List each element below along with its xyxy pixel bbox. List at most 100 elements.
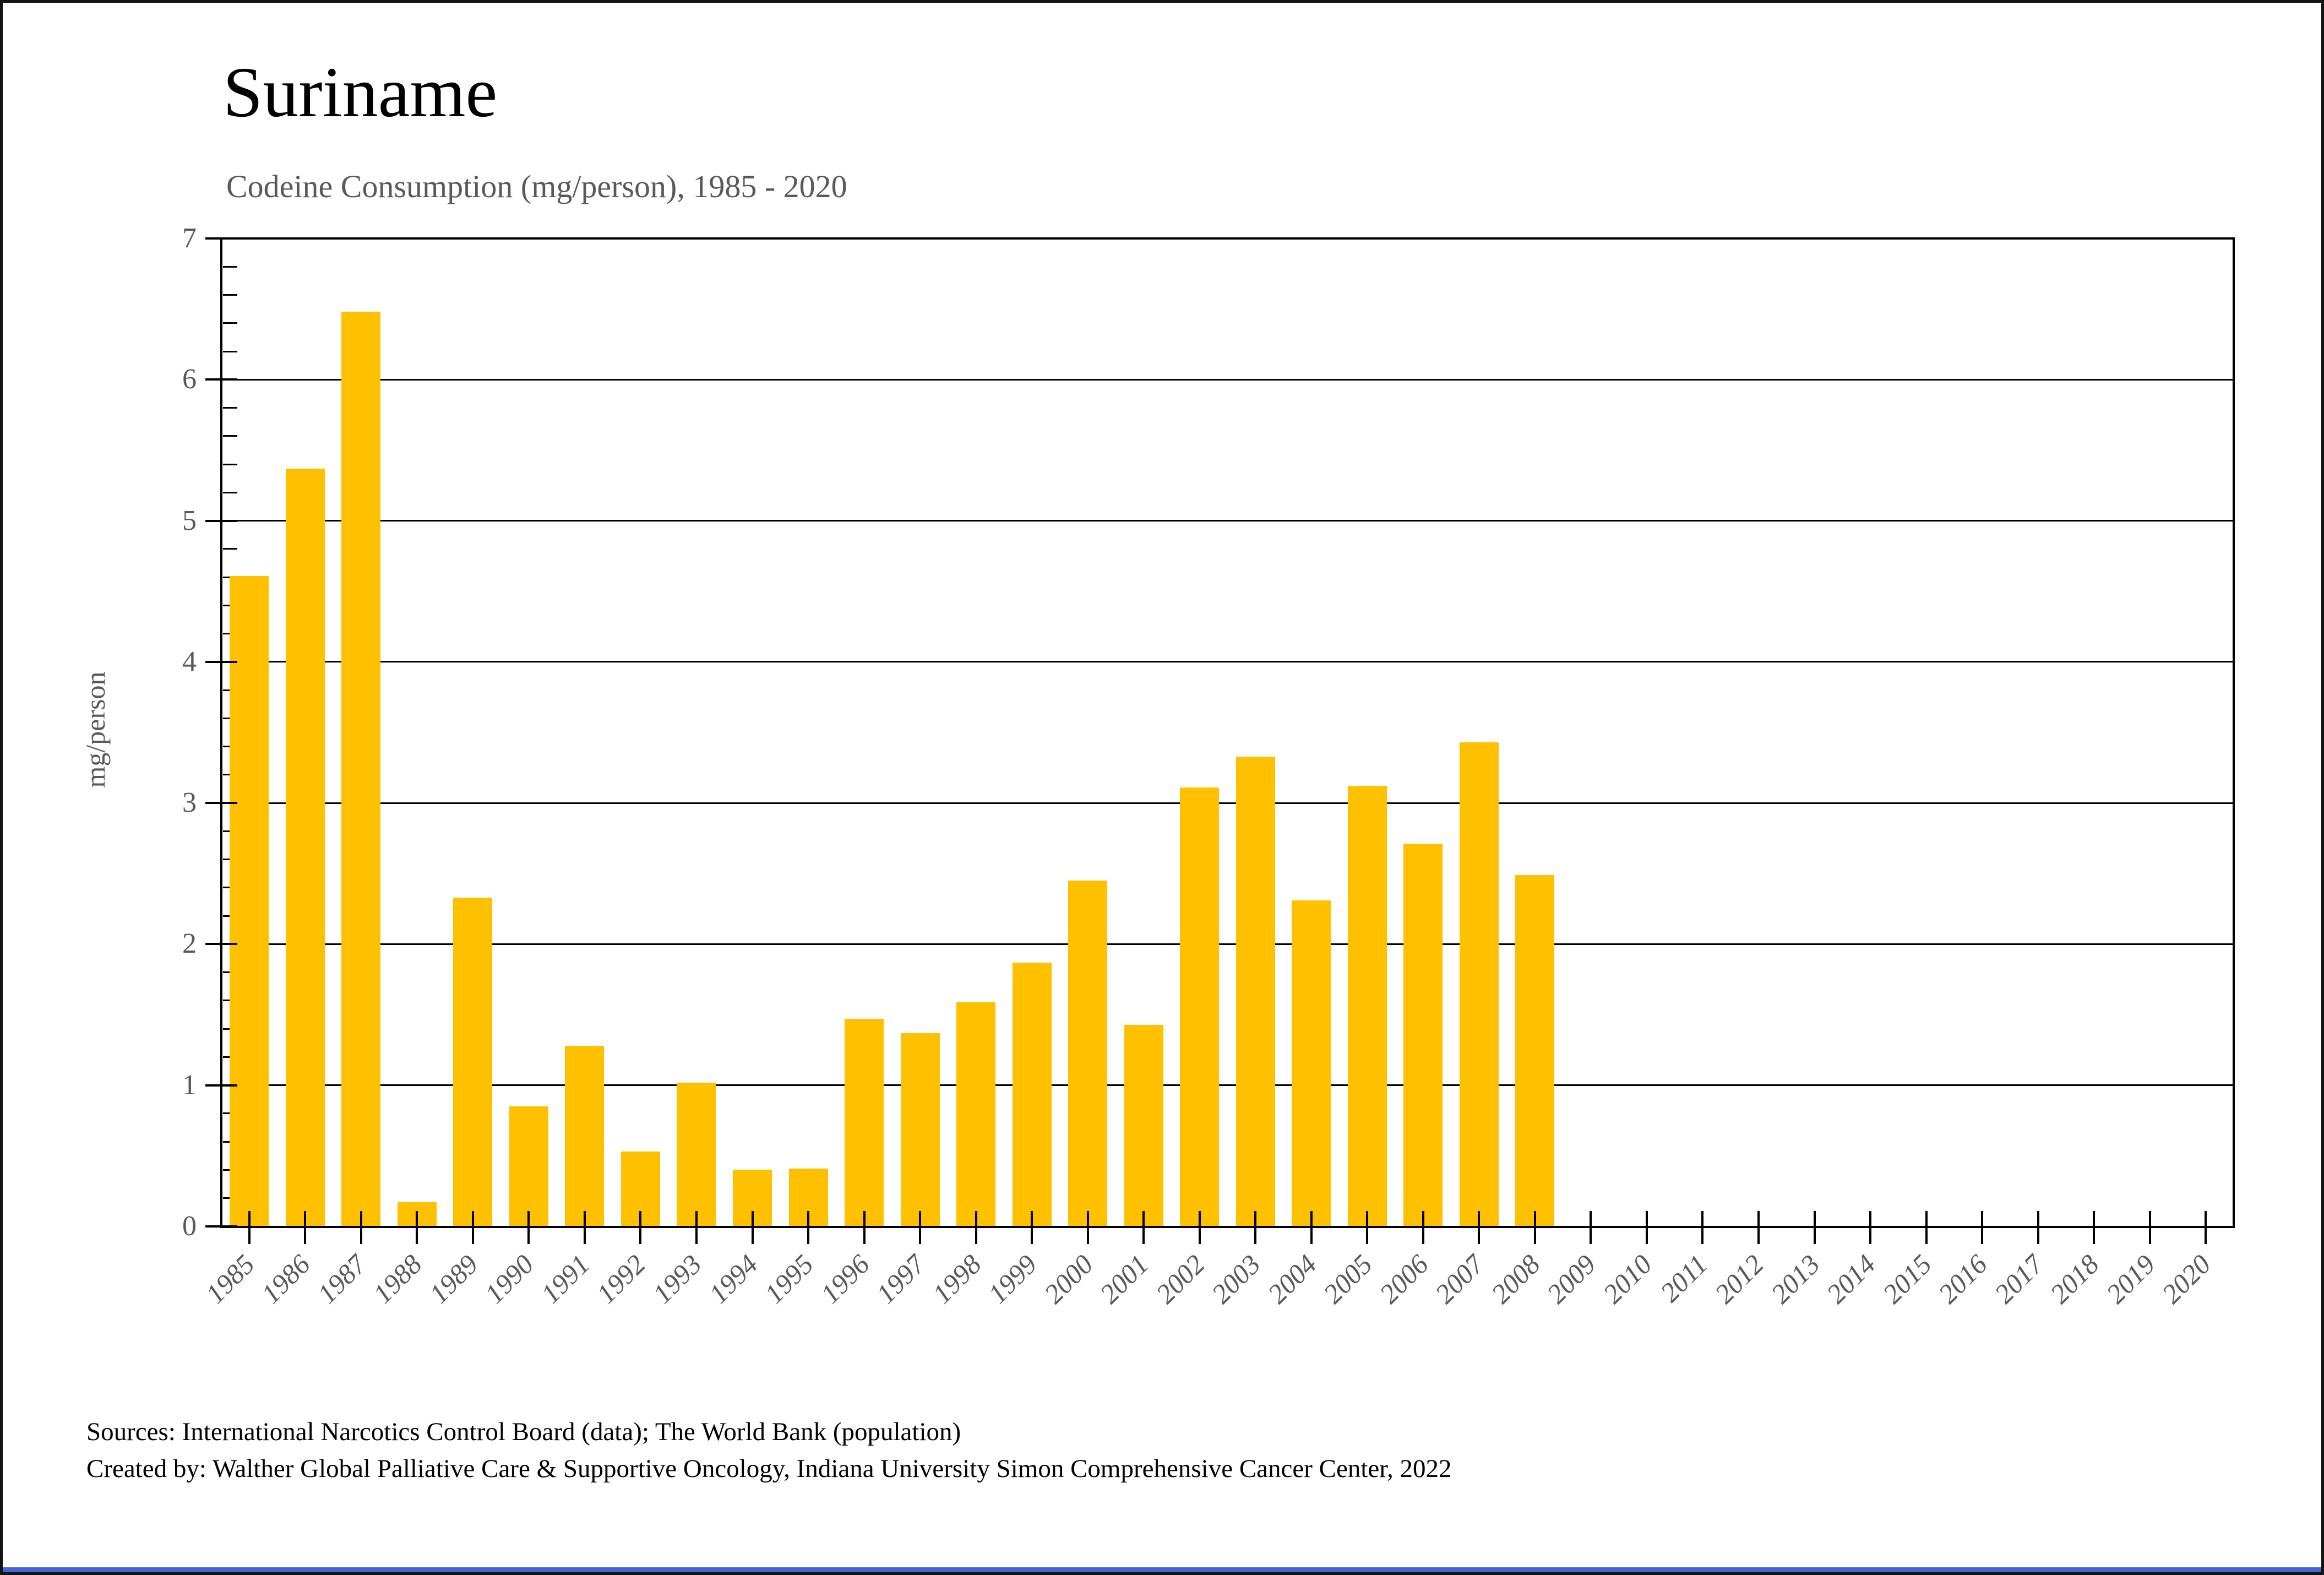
bar-2005	[1347, 786, 1387, 1226]
x-axis-tick-label: 1993	[646, 1248, 707, 1310]
x-axis-tick	[583, 1211, 586, 1244]
gridline	[221, 520, 2234, 522]
x-axis-tick	[807, 1211, 810, 1244]
x-axis-tick	[695, 1211, 698, 1244]
bar-1991	[565, 1045, 605, 1226]
x-axis-tick-label: 1998	[926, 1248, 987, 1310]
bar-1989	[453, 897, 493, 1226]
x-axis-tick-label: 2018	[2044, 1248, 2105, 1310]
y-axis-major-tick	[205, 943, 237, 946]
x-axis-tick-label: 2015	[1876, 1248, 1937, 1310]
x-axis-tick	[1701, 1211, 1704, 1244]
bar-2002	[1180, 787, 1220, 1226]
bar-2008	[1515, 875, 1555, 1226]
x-axis-tick	[1254, 1211, 1257, 1244]
x-axis-tick-label: 2012	[1708, 1248, 1770, 1310]
x-axis-tick	[863, 1211, 866, 1244]
x-axis-tick	[1310, 1211, 1313, 1244]
x-axis-tick	[1533, 1211, 1536, 1244]
bar-2007	[1459, 742, 1499, 1226]
x-axis-tick-label: 1986	[255, 1248, 317, 1310]
y-axis-tick-label: 4	[182, 645, 197, 677]
x-axis-tick-label: 2005	[1317, 1248, 1379, 1310]
x-axis-tick	[1590, 1211, 1592, 1244]
gridline	[221, 661, 2234, 663]
y-axis-major-tick	[205, 378, 237, 381]
source-line: Sources: International Narcotics Control…	[86, 1418, 961, 1446]
y-axis-title: mg/person	[80, 671, 111, 788]
x-axis-tick	[639, 1211, 642, 1244]
x-axis-tick-label: 1992	[590, 1248, 652, 1310]
y-axis-tick-label: 7	[182, 222, 197, 254]
x-axis-tick-label: 2006	[1373, 1248, 1434, 1310]
y-axis-major-tick	[205, 237, 237, 240]
x-axis-tick	[304, 1211, 307, 1244]
y-axis-minor-tick	[223, 548, 237, 550]
y-axis-minor-tick	[223, 350, 237, 352]
plot-area-border	[220, 237, 2235, 1228]
bar-2004	[1292, 900, 1331, 1226]
bar-1990	[509, 1106, 548, 1226]
x-axis-tick	[471, 1211, 474, 1244]
x-axis-tick	[1031, 1211, 1033, 1244]
x-axis-tick	[1813, 1211, 1816, 1244]
y-axis-tick-label: 0	[182, 1210, 197, 1242]
x-axis-tick	[1198, 1211, 1201, 1244]
y-axis-minor-tick	[223, 435, 237, 437]
gridline	[221, 943, 2234, 945]
x-axis-tick	[1086, 1211, 1089, 1244]
x-axis-tick	[1422, 1211, 1424, 1244]
bar-2001	[1124, 1024, 1163, 1226]
bar-1999	[1012, 962, 1052, 1226]
x-axis-tick-label: 2002	[1150, 1248, 1211, 1310]
x-axis-tick-label: 2007	[1429, 1248, 1490, 1310]
x-axis-tick	[1757, 1211, 1760, 1244]
x-axis-tick-label: 2019	[2100, 1248, 2161, 1310]
bar-1985	[230, 575, 269, 1226]
x-axis-tick-label: 1988	[367, 1248, 428, 1310]
x-axis-tick	[751, 1211, 754, 1244]
x-axis-tick-label: 1991	[535, 1248, 596, 1310]
x-axis-tick	[416, 1211, 418, 1244]
y-axis-minor-tick	[223, 491, 237, 493]
x-axis-tick-label: 2011	[1654, 1248, 1714, 1308]
bar-1997	[900, 1033, 940, 1226]
x-axis-tick-label: 1999	[982, 1248, 1043, 1310]
x-axis-tick-label: 1990	[478, 1248, 540, 1310]
bar-1986	[285, 468, 325, 1226]
y-axis-tick-label: 1	[182, 1069, 197, 1101]
y-axis-major-tick	[205, 802, 237, 805]
x-axis-tick	[1142, 1211, 1145, 1244]
x-axis-tick	[975, 1211, 977, 1244]
y-axis-minor-tick	[223, 407, 237, 409]
y-axis-minor-tick	[223, 463, 237, 465]
y-axis-tick-label: 5	[182, 504, 197, 536]
y-axis-major-tick	[205, 660, 237, 663]
x-axis-tick	[1869, 1211, 1872, 1244]
bar-1998	[956, 1002, 996, 1226]
x-axis-tick	[2205, 1211, 2207, 1244]
bar-2003	[1236, 756, 1275, 1226]
y-axis-minor-tick	[223, 294, 237, 296]
gridline	[221, 802, 2234, 804]
bar-2006	[1403, 844, 1443, 1226]
y-axis-minor-tick	[223, 322, 237, 324]
y-axis-major-tick	[205, 519, 237, 522]
x-axis-tick-label: 2004	[1261, 1248, 1322, 1310]
x-axis-tick-label: 1987	[311, 1248, 372, 1310]
y-axis-major-tick	[205, 1225, 237, 1228]
x-axis-tick-label: 2009	[1541, 1248, 1602, 1310]
x-axis-tick	[2037, 1211, 2039, 1244]
gridline	[221, 1084, 2234, 1087]
x-axis-tick-label: 1997	[870, 1248, 931, 1310]
credit-line: Created by: Walther Global Palliative Ca…	[86, 1454, 1452, 1483]
x-axis-tick	[527, 1211, 530, 1244]
x-axis-tick	[2148, 1211, 2151, 1244]
footer: Sources: International Narcotics Control…	[86, 1419, 1452, 1482]
y-axis-tick-label: 6	[182, 363, 197, 395]
page-title: Suriname	[223, 53, 498, 132]
bar-2000	[1068, 881, 1108, 1226]
x-axis-tick	[1925, 1211, 1928, 1244]
x-axis-tick-label: 2010	[1597, 1248, 1658, 1310]
bar-1987	[341, 312, 381, 1226]
